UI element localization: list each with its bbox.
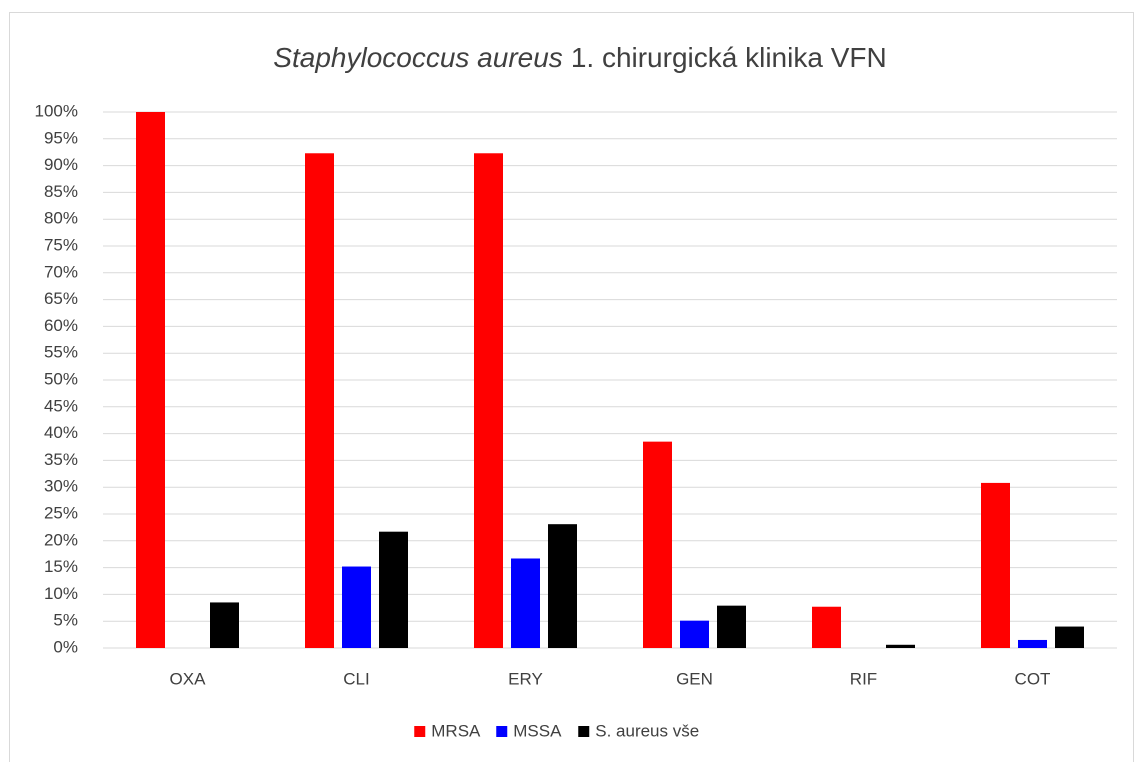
legend-swatch: [578, 726, 590, 737]
bar: [1055, 626, 1084, 648]
bar: [1018, 639, 1047, 648]
chart-title-italic: Staphylococcus aureus: [273, 42, 563, 73]
y-tick-label: 60%: [44, 316, 78, 335]
bar: [548, 524, 577, 648]
y-tick-label: 95%: [44, 128, 78, 147]
y-tick-label: 20%: [44, 530, 78, 549]
y-tick-label: 100%: [35, 101, 78, 120]
x-tick-label: OXA: [170, 669, 207, 688]
chart-frame: [9, 12, 1134, 762]
y-tick-label: 55%: [44, 343, 78, 362]
bar: [342, 566, 371, 648]
x-tick-label: RIF: [850, 669, 877, 688]
legend-swatch: [414, 726, 426, 737]
x-tick-label: GEN: [676, 669, 713, 688]
bar: [680, 620, 709, 648]
bar: [886, 644, 915, 648]
bar: [474, 153, 503, 648]
bar: [379, 531, 408, 648]
y-tick-label: 30%: [44, 477, 78, 496]
y-tick-label: 80%: [44, 209, 78, 228]
chart-title: Staphylococcus aureus 1. chirurgická klin…: [273, 42, 886, 73]
y-tick-label: 35%: [44, 450, 78, 469]
legend-swatch: [496, 726, 508, 737]
legend-label: MRSA: [431, 721, 481, 740]
y-tick-label: 10%: [44, 584, 78, 603]
legend-label: MSSA: [513, 721, 562, 740]
bar: [305, 153, 334, 648]
x-tick-label: COT: [1015, 669, 1051, 688]
bar: [210, 602, 239, 648]
chart-title-rest: 1. chirurgická klinika VFN: [571, 42, 887, 73]
x-tick-label: ERY: [508, 669, 543, 688]
y-tick-label: 45%: [44, 396, 78, 415]
x-tick-label: CLI: [343, 669, 369, 688]
y-tick-label: 25%: [44, 503, 78, 522]
bar: [643, 441, 672, 648]
bar: [981, 482, 1010, 648]
y-tick-label: 85%: [44, 182, 78, 201]
bar: [717, 605, 746, 648]
y-tick-label: 75%: [44, 235, 78, 254]
bar: [136, 112, 165, 648]
bar: [812, 606, 841, 648]
y-tick-label: 15%: [44, 557, 78, 576]
y-tick-label: 50%: [44, 369, 78, 388]
y-tick-label: 5%: [53, 611, 78, 630]
y-tick-label: 70%: [44, 262, 78, 281]
y-tick-label: 90%: [44, 155, 78, 174]
legend-label: S. aureus vše: [595, 721, 699, 740]
y-tick-label: 40%: [44, 423, 78, 442]
bar: [511, 558, 540, 648]
y-tick-label: 0%: [53, 637, 78, 656]
y-tick-label: 65%: [44, 289, 78, 308]
